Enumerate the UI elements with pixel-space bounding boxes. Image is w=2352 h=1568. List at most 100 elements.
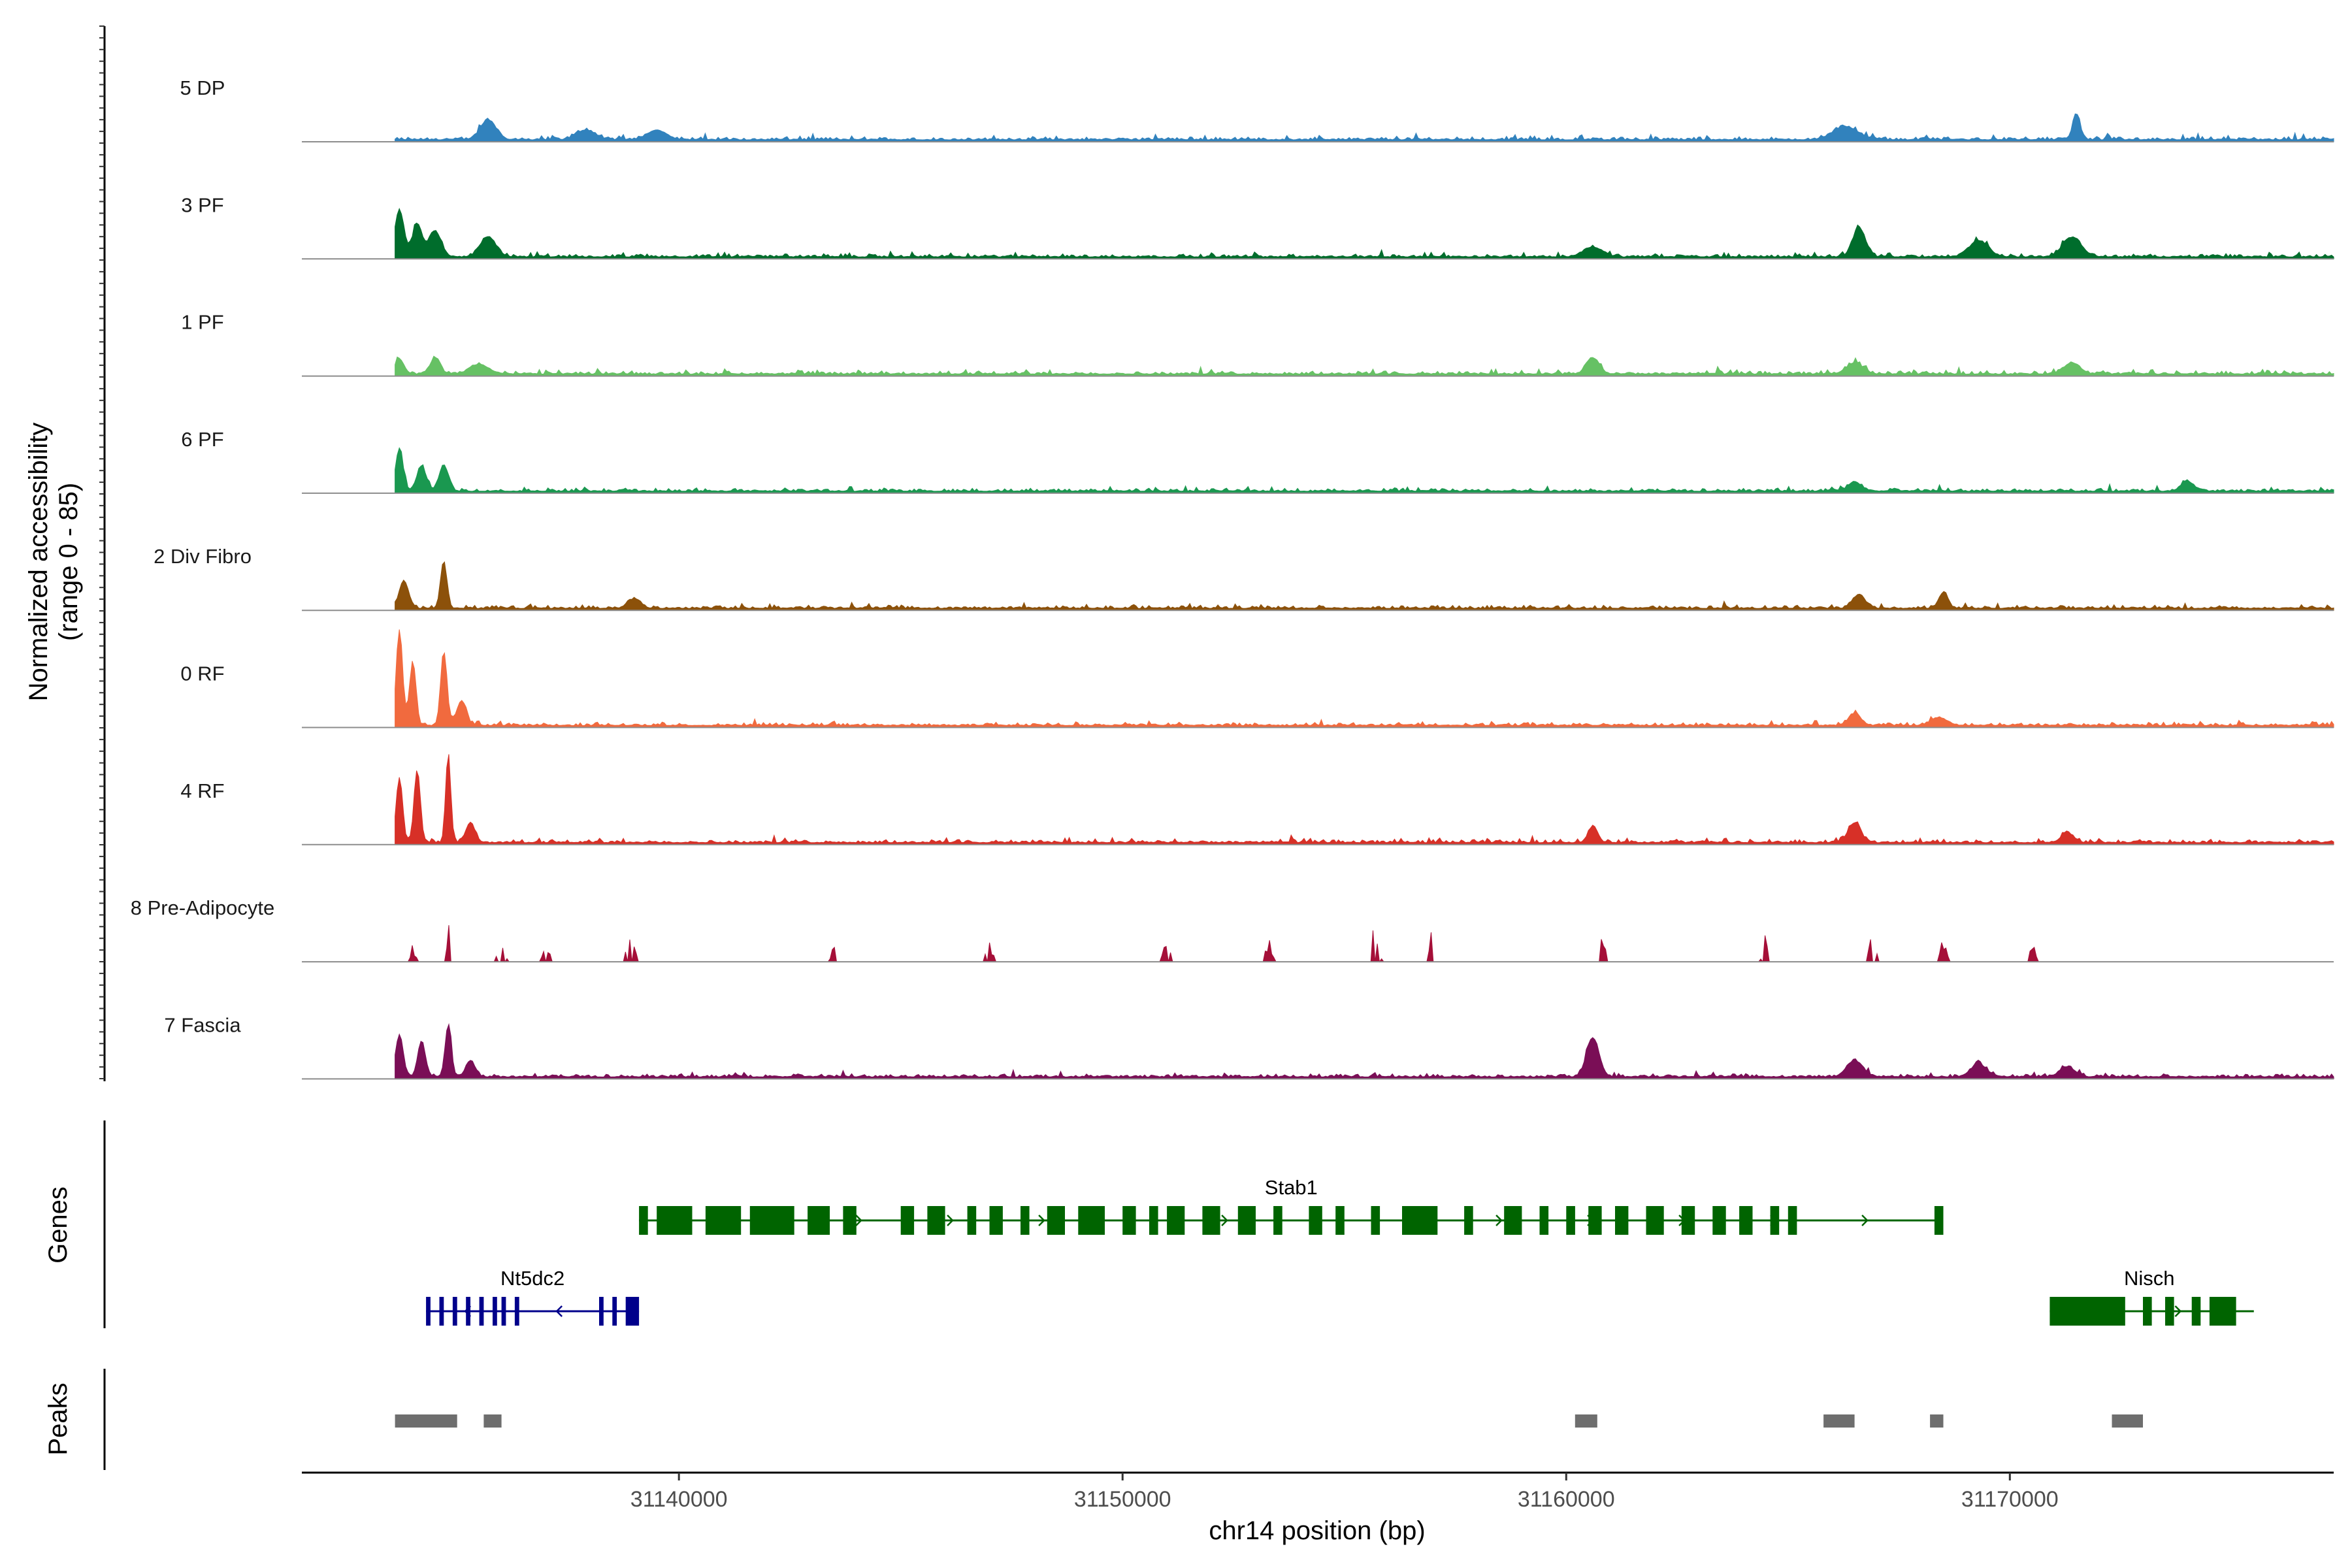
exon (657, 1206, 693, 1235)
track-3: 1 PF (181, 311, 2334, 377)
peak-region (1930, 1414, 1944, 1428)
track-1: 5 DP (180, 76, 2334, 142)
exon (1202, 1206, 1220, 1235)
exon (705, 1206, 742, 1235)
exon (1335, 1206, 1345, 1235)
coverage-area (395, 1022, 2334, 1079)
exon (1122, 1206, 1136, 1235)
x-axis-title: chr14 position (bp) (1209, 1516, 1425, 1545)
gene-nisch: Nisch (2050, 1267, 2254, 1326)
strand-arrow (1861, 1215, 1869, 1226)
exon (808, 1206, 830, 1235)
exon (439, 1297, 444, 1326)
exon (1739, 1206, 1753, 1235)
gene-name-label: Stab1 (1265, 1176, 1318, 1199)
genes-panel-title: Genes (44, 1186, 73, 1264)
x-tick-label: 31140000 (630, 1487, 728, 1512)
x-tick-label: 31160000 (1518, 1487, 1615, 1512)
exon (639, 1206, 648, 1235)
coverage-area (395, 925, 2334, 963)
strand-arrow (1221, 1215, 1228, 1226)
x-axis-ticks: 31140000 31150000 31160000 31170000 (630, 1473, 2059, 1512)
coverage-area (395, 207, 2334, 259)
strand-arrow (1495, 1215, 1503, 1226)
strand-arrow (555, 1305, 563, 1317)
peak-region (1575, 1414, 1597, 1428)
exon (1504, 1206, 1522, 1235)
track-7: 4 RF (180, 754, 2334, 845)
exon (1566, 1206, 1575, 1235)
exon (1309, 1206, 1322, 1235)
exon (1078, 1206, 1105, 1235)
strand-arrow (2174, 1305, 2182, 1317)
gene-annotation-panel: Stab1 Nt5dc2 Nisch (426, 1176, 2254, 1326)
coverage-tracks: 5 DP 3 PF 1 PF 6 PF 2 Div Fibro 0 RF 4 RF 8 Pre… (131, 76, 2334, 1080)
exon (1021, 1206, 1030, 1235)
peaks-panel-title: Peaks (44, 1382, 73, 1455)
exon (989, 1206, 1003, 1235)
exon (2209, 1297, 2236, 1326)
track-label: 7 Fascia (164, 1013, 241, 1036)
exon (900, 1206, 915, 1235)
exon (612, 1297, 617, 1326)
coverage-area (395, 629, 2334, 728)
peak-regions-panel (395, 1414, 2143, 1428)
strand-arrow (855, 1215, 862, 1226)
exon (625, 1297, 640, 1326)
exon (1149, 1206, 1158, 1235)
strand-arrow (1038, 1215, 1045, 1226)
gene-name-label: Nt5dc2 (500, 1267, 564, 1290)
coverage-area (395, 561, 2334, 611)
exon (1770, 1206, 1780, 1235)
exon (1712, 1206, 1726, 1235)
peak-region (1823, 1414, 1855, 1428)
track-label: 5 DP (180, 76, 225, 99)
peak-region (483, 1414, 502, 1428)
track-4: 6 PF (181, 428, 2334, 494)
y-axis-title: Normalized accessibility (24, 423, 53, 702)
exon (1273, 1206, 1282, 1235)
exon (479, 1297, 484, 1326)
x-tick-label: 31170000 (1961, 1487, 2059, 1512)
exon (1588, 1206, 1602, 1235)
exon (1788, 1206, 1797, 1235)
track-8: 8 Pre-Adipocyte (131, 896, 2334, 963)
track-label: 6 PF (181, 428, 223, 451)
exon (1237, 1206, 1256, 1235)
y-axis-range-label: (range 0 - 85) (54, 483, 83, 641)
exon (843, 1206, 857, 1235)
exon (1167, 1206, 1185, 1235)
track-label: 2 Div Fibro (154, 545, 252, 568)
x-tick-label: 31150000 (1074, 1487, 1171, 1512)
exon (2191, 1297, 2201, 1326)
exon (1646, 1206, 1664, 1235)
gene-nt5dc2: Nt5dc2 (426, 1267, 640, 1326)
gene-name-label: Nisch (2124, 1267, 2175, 1290)
exon (2165, 1297, 2174, 1326)
coverage-area (395, 355, 2334, 377)
exon (501, 1297, 506, 1326)
exon (1371, 1206, 1380, 1235)
exon (2143, 1297, 2152, 1326)
track-2: 3 PF (181, 193, 2334, 260)
exon (426, 1297, 431, 1326)
coverage-y-axis (99, 25, 106, 1081)
exon (1047, 1206, 1065, 1235)
track-label: 1 PF (181, 311, 223, 334)
track-label: 3 PF (181, 193, 223, 216)
exon (1539, 1206, 1549, 1235)
track-label: 8 Pre-Adipocyte (131, 896, 275, 919)
exon (452, 1297, 457, 1326)
exon (1681, 1206, 1695, 1235)
exon (2050, 1297, 2125, 1326)
exon (1934, 1206, 1944, 1235)
strand-arrow (947, 1215, 954, 1226)
coverage-area (395, 754, 2334, 845)
track-label: 4 RF (180, 779, 224, 802)
exon (749, 1206, 794, 1235)
gene-stab1: Stab1 (639, 1176, 1944, 1235)
exon (1464, 1206, 1473, 1235)
peak-region (395, 1414, 457, 1428)
exon (1615, 1206, 1629, 1235)
